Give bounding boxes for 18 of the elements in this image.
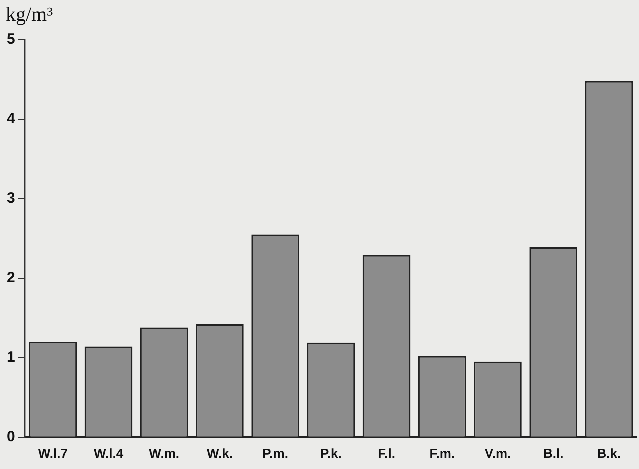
x-tick-label: W.l.7 xyxy=(38,446,68,461)
x-tick-label: B.k. xyxy=(597,446,622,461)
x-tick-label: P.m. xyxy=(262,446,288,461)
x-tick-label: V.m. xyxy=(484,446,512,461)
y-tick-label: 5 xyxy=(7,31,16,48)
y-tick-label: 0 xyxy=(7,428,16,446)
x-tick-label: B.l. xyxy=(543,446,564,461)
y-tick-label: 1 xyxy=(7,349,16,366)
x-tick-label: W.l.4 xyxy=(94,446,124,461)
y-tick-label: 3 xyxy=(7,190,16,208)
y-tick-label: 2 xyxy=(7,270,16,287)
x-tick-label: W.m. xyxy=(149,446,180,461)
y-tick-label: 4 xyxy=(7,110,16,128)
x-tick-label: F.m. xyxy=(430,446,456,461)
x-tick-label: W.k. xyxy=(206,446,233,461)
x-tick-label: F.l. xyxy=(378,446,396,461)
y-axis-title: kg/m³ xyxy=(6,4,54,27)
x-tick-label: P.k. xyxy=(320,446,342,461)
